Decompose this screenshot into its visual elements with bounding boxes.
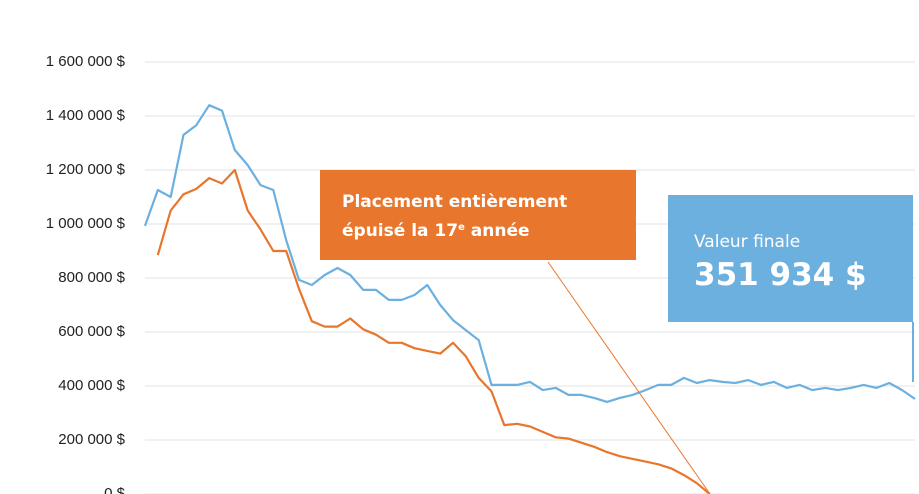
y-tick-label: 400 000 $ [58, 377, 125, 394]
y-tick-label: 1 600 000 $ [46, 53, 126, 70]
annotation-box [320, 170, 636, 260]
final-amount: 351 934 $ [694, 257, 867, 293]
y-tick-label: 200 000 $ [58, 431, 125, 448]
series-line [156, 168, 711, 494]
superscript: e [458, 222, 465, 233]
y-tick-label: 1 000 000 $ [46, 215, 126, 232]
final-label: Valeur finale [694, 232, 800, 252]
text: année [465, 221, 530, 241]
y-tick-label: 1 400 000 $ [46, 107, 126, 124]
y-tick-label: 0 $ [104, 485, 126, 494]
annotation-text: Placement entièrement [342, 192, 567, 212]
final-box [668, 195, 913, 322]
y-tick-label: 600 000 $ [58, 323, 125, 340]
connector [547, 261, 711, 494]
y-tick-label: 1 200 000 $ [46, 161, 126, 178]
y-tick-label: 800 000 $ [58, 269, 125, 286]
series-line [143, 104, 916, 403]
lines [143, 104, 916, 494]
text: épuisé la 17 [342, 221, 458, 241]
annotation-text: épuisé la 17e année [342, 221, 530, 241]
